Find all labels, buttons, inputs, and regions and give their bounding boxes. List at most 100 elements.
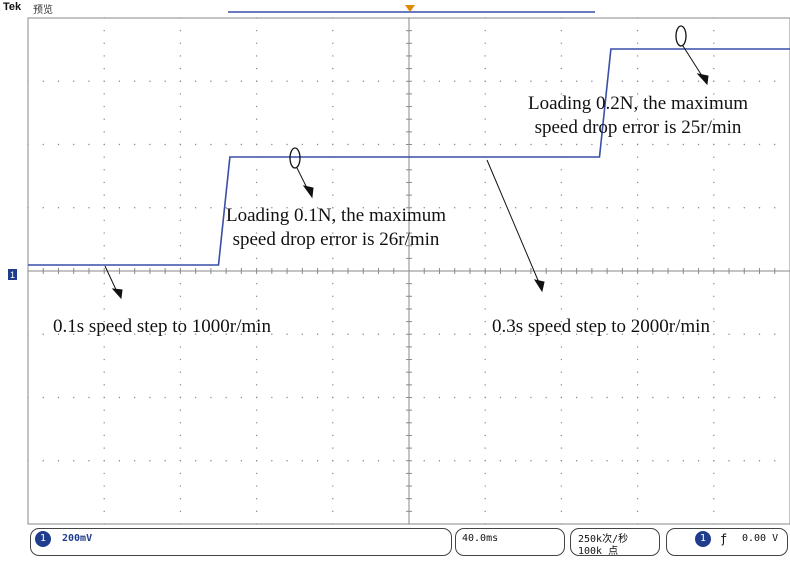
grid-dot xyxy=(682,460,685,462)
grid-dot xyxy=(362,80,364,82)
grid-dot xyxy=(682,143,685,146)
grid-dot xyxy=(606,460,608,462)
grid-dot xyxy=(133,207,136,209)
grid-dot xyxy=(713,80,715,82)
grid-dot xyxy=(179,169,182,171)
grid-dot xyxy=(255,396,258,399)
grid-dot xyxy=(484,498,486,500)
grid-dot xyxy=(164,207,166,209)
grid-dot xyxy=(454,207,456,209)
grid-dot xyxy=(484,17,486,19)
grid-dot xyxy=(362,143,364,146)
grid-dot xyxy=(393,80,395,82)
grid-dot xyxy=(652,80,654,82)
grid-dot xyxy=(255,510,258,513)
grid-dot xyxy=(164,396,166,399)
grid-dot xyxy=(621,143,624,146)
grid-dot xyxy=(743,333,745,335)
grid-dot xyxy=(560,42,563,44)
grid-dot xyxy=(42,460,44,462)
grid-dot xyxy=(575,143,578,146)
grid-dot xyxy=(484,93,486,95)
grid-dot xyxy=(560,384,563,386)
grid-dot xyxy=(713,282,715,285)
grid-dot xyxy=(103,143,105,146)
grid-dot xyxy=(103,29,105,32)
grid-dot xyxy=(774,207,776,209)
grid-dot xyxy=(255,169,258,171)
grid-dot xyxy=(774,396,776,399)
grid-dot xyxy=(621,460,624,462)
channel-readout-box[interactable] xyxy=(30,528,452,556)
grid-dot xyxy=(57,207,60,209)
grid-dot xyxy=(636,207,639,209)
grid-dot xyxy=(332,80,334,82)
time-per-div: 40.0ms xyxy=(462,533,499,544)
grid-dot xyxy=(73,333,75,335)
grid-dot xyxy=(713,422,715,424)
grid-dot xyxy=(255,143,258,146)
grid-dot xyxy=(88,333,90,335)
record-length: 100k 点 xyxy=(578,546,619,557)
volts-per-div: 200mV xyxy=(62,533,93,544)
grid-dot xyxy=(636,143,639,146)
grid-dot xyxy=(713,29,715,32)
grid-dot xyxy=(316,396,319,399)
grid-dot xyxy=(179,384,182,386)
grid-dot xyxy=(332,320,334,323)
grid-dot xyxy=(73,80,75,82)
grid-dot xyxy=(484,320,486,323)
annotation-load1-line1: Loading 0.1N, the maximum xyxy=(225,205,447,226)
grid-dot xyxy=(332,498,334,500)
grid-dot xyxy=(636,29,639,32)
speed-trace xyxy=(28,48,790,266)
grid-dot xyxy=(606,207,608,209)
grid-dot xyxy=(636,17,639,19)
grid-dot xyxy=(301,80,304,82)
grid-dot xyxy=(530,80,532,82)
grid-dot xyxy=(484,105,486,108)
annotation-load1: Loading 0.1N, the maximum speed drop err… xyxy=(186,204,486,252)
grid-dot xyxy=(652,207,654,209)
grid-dot xyxy=(423,207,425,209)
grid-dot xyxy=(210,143,212,146)
grid-dot xyxy=(393,460,395,462)
grid-dot xyxy=(332,55,334,57)
grid-dot xyxy=(42,396,44,399)
grid-dot xyxy=(332,207,334,209)
grid-dot xyxy=(194,333,197,335)
grid-dot xyxy=(636,219,639,222)
grid-dot xyxy=(332,358,334,361)
grid-dot xyxy=(103,257,105,260)
grid-dot xyxy=(530,207,532,209)
grid-dot xyxy=(210,333,212,335)
grid-dot xyxy=(271,333,273,335)
grid-dot xyxy=(575,80,578,82)
grid-dot xyxy=(636,169,639,171)
grid-dot xyxy=(682,396,685,399)
grid-dot xyxy=(560,447,563,449)
grid-dot xyxy=(42,80,44,82)
grid-dot xyxy=(103,245,105,247)
grid-dot xyxy=(713,295,715,297)
grid-dot xyxy=(347,333,349,335)
arrow-step2 xyxy=(486,159,541,286)
grid-dot xyxy=(194,143,197,146)
grid-dot xyxy=(560,358,563,361)
grid-dot xyxy=(530,143,532,146)
grid-dot xyxy=(469,80,471,82)
grid-dot xyxy=(332,396,334,399)
annotation-step1: 0.1s speed step to 1000r/min xyxy=(53,316,271,337)
grid-dot xyxy=(713,447,715,449)
grid-dot xyxy=(560,232,563,234)
grid-dot xyxy=(225,460,227,462)
grid-dot xyxy=(438,80,441,82)
grid-dot xyxy=(332,93,334,95)
grid-dot xyxy=(332,409,334,411)
grid-dot xyxy=(27,396,29,399)
grid-dot xyxy=(179,510,182,513)
grid-dot xyxy=(103,282,105,285)
grid-dot xyxy=(484,409,486,411)
grid-dot xyxy=(393,143,395,146)
grid-dot xyxy=(713,245,715,247)
